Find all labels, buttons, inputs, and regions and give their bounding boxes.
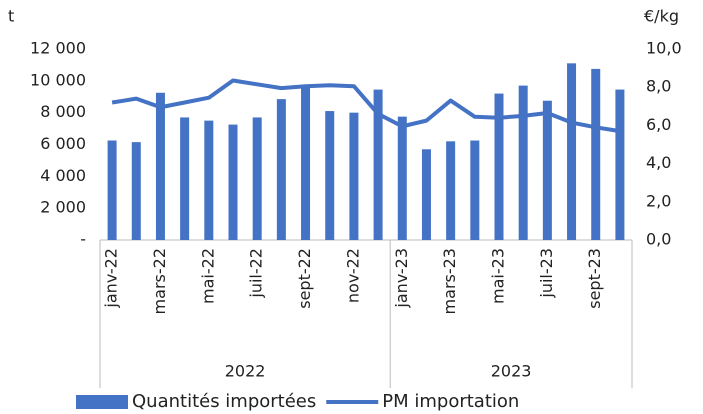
x-tick-label: juil-23 bbox=[537, 248, 556, 299]
y-tick-label: 8 000 bbox=[40, 102, 86, 121]
x-tick-label: janv-23 bbox=[392, 248, 411, 309]
y-tick-label: 2 000 bbox=[40, 198, 86, 217]
bar bbox=[276, 99, 286, 240]
y-tick-label: 12 000 bbox=[30, 39, 86, 58]
bar bbox=[615, 89, 625, 241]
bar bbox=[155, 92, 165, 240]
bar bbox=[494, 93, 504, 240]
line bbox=[111, 78, 621, 134]
x-tick-label: nov-22 bbox=[343, 248, 362, 303]
y-tick-label: 4 000 bbox=[40, 166, 86, 185]
bar bbox=[421, 149, 431, 240]
bar bbox=[301, 85, 311, 240]
y2-tick-label: 0,0 bbox=[646, 230, 671, 249]
bar bbox=[325, 111, 335, 240]
y2-axis-label: €/kg bbox=[644, 7, 679, 26]
bar bbox=[180, 117, 190, 240]
bar bbox=[204, 120, 214, 240]
bar bbox=[252, 117, 262, 240]
bar bbox=[567, 63, 577, 241]
y2-tick-label: 8,0 bbox=[646, 77, 671, 96]
y2-tick-label: 2,0 bbox=[646, 191, 671, 210]
x-tick-label: mars-22 bbox=[150, 248, 169, 314]
bar bbox=[591, 68, 601, 240]
bar bbox=[518, 85, 528, 240]
x-group-label: 2023 bbox=[491, 362, 532, 381]
x-tick-label: sept-22 bbox=[295, 248, 314, 309]
bar bbox=[542, 100, 552, 241]
y-tick-label: - bbox=[80, 230, 86, 249]
legend-label: Quantités importées bbox=[132, 391, 316, 412]
bar bbox=[131, 142, 141, 240]
bar bbox=[470, 140, 480, 240]
y2-tick-label: 10,0 bbox=[646, 39, 682, 58]
bar bbox=[397, 116, 407, 240]
bar bbox=[349, 112, 359, 240]
legend-swatch bbox=[76, 395, 128, 409]
x-group-label: 2022 bbox=[225, 362, 266, 381]
y2-tick-label: 4,0 bbox=[646, 153, 671, 172]
bar bbox=[107, 140, 117, 240]
y-axis-label: t bbox=[8, 7, 14, 26]
bar bbox=[228, 124, 238, 240]
y-tick-label: 10 000 bbox=[30, 70, 86, 89]
x-tick-label: mai-23 bbox=[489, 248, 508, 304]
y-tick-label: 6 000 bbox=[40, 134, 86, 153]
bar bbox=[446, 141, 456, 240]
x-tick-label: janv-22 bbox=[102, 248, 121, 309]
x-tick-label: mars-23 bbox=[440, 248, 459, 314]
x-tick-label: mai-22 bbox=[198, 248, 217, 304]
bar bbox=[373, 89, 383, 241]
legend-label: PM importation bbox=[382, 391, 519, 412]
y2-tick-label: 6,0 bbox=[646, 115, 671, 134]
x-tick-label: sept-23 bbox=[585, 248, 604, 309]
x-tick-label: juil-22 bbox=[247, 248, 266, 299]
